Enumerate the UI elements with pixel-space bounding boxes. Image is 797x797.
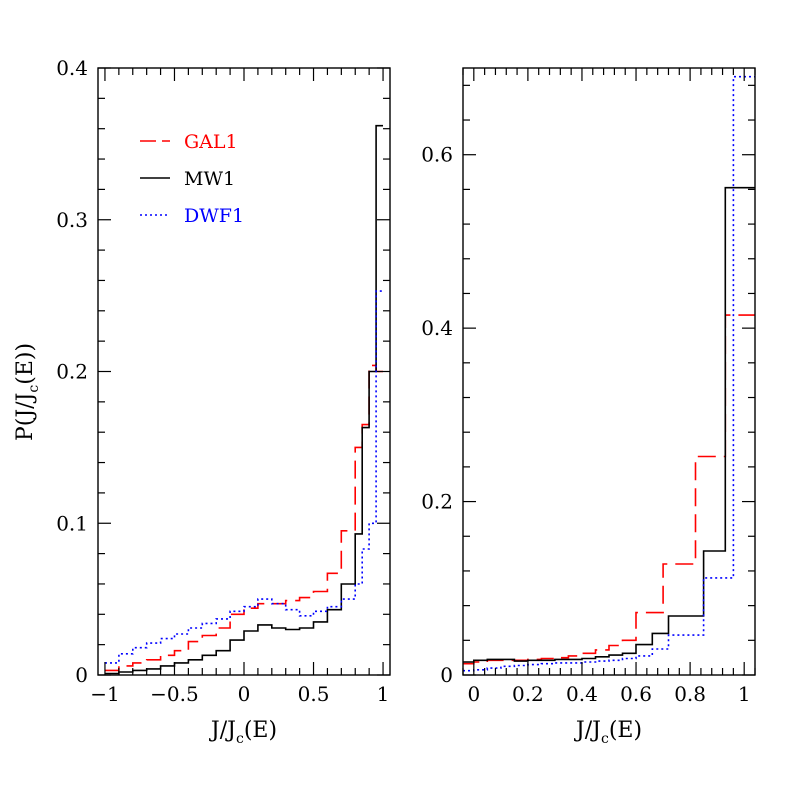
left-y-tick-label: 0 bbox=[75, 663, 88, 687]
right-x-tick-label: 0.8 bbox=[674, 682, 706, 706]
right-x-axis-title: J/Jc(E) bbox=[574, 718, 642, 747]
right-y-tick-label: 0.6 bbox=[421, 143, 453, 167]
left-series-dwf1 bbox=[105, 290, 383, 664]
left-x-axis-title: J/Jc(E) bbox=[209, 718, 277, 747]
right-x-tick-label: 0.4 bbox=[566, 682, 598, 706]
legend: GAL1 MW1 DWF1 bbox=[140, 131, 244, 227]
left-y-tick-label: 0.1 bbox=[56, 511, 88, 535]
legend-label-gal1: GAL1 bbox=[184, 131, 238, 153]
left-x-tick-label: −1 bbox=[90, 682, 119, 706]
right-series-dwf1 bbox=[463, 75, 755, 672]
y-axis-title: P(J/Jc(E)) bbox=[13, 343, 42, 441]
left-x-tick-label: 0 bbox=[238, 682, 251, 706]
right-plot-frame bbox=[462, 67, 756, 676]
right-x-tick-label: 1 bbox=[738, 682, 751, 706]
right-series-gal1 bbox=[463, 314, 755, 665]
left-y-tick-label: 0.4 bbox=[56, 56, 88, 80]
left-y-tick-label: 0.3 bbox=[56, 208, 88, 232]
right-y-tick-label: 0 bbox=[440, 663, 453, 687]
legend-label-mw1: MW1 bbox=[184, 168, 235, 190]
right-panel: 0 0.2 0.4 0.6 0.8 1 0 0.2 0.4 0.6 bbox=[421, 67, 756, 706]
right-series-mw1 bbox=[463, 186, 755, 663]
legend-label-dwf1: DWF1 bbox=[184, 205, 244, 227]
right-x-tick-label: 0 bbox=[467, 682, 480, 706]
left-series-gal1 bbox=[105, 364, 383, 672]
left-panel: −1 −0.5 0 0.5 1 0 0.1 0.2 0.3 0.4 bbox=[56, 56, 391, 706]
left-x-tick-label: 1 bbox=[377, 682, 390, 706]
right-y-tick-label: 0.2 bbox=[421, 490, 453, 514]
right-x-tick-label: 0.6 bbox=[620, 682, 652, 706]
left-x-tick-label: −0.5 bbox=[150, 682, 199, 706]
left-y-tick-label: 0.2 bbox=[56, 360, 88, 384]
left-x-tick-label: 0.5 bbox=[298, 682, 330, 706]
right-x-tick-label: 0.2 bbox=[512, 682, 544, 706]
right-y-tick-label: 0.4 bbox=[421, 316, 453, 340]
